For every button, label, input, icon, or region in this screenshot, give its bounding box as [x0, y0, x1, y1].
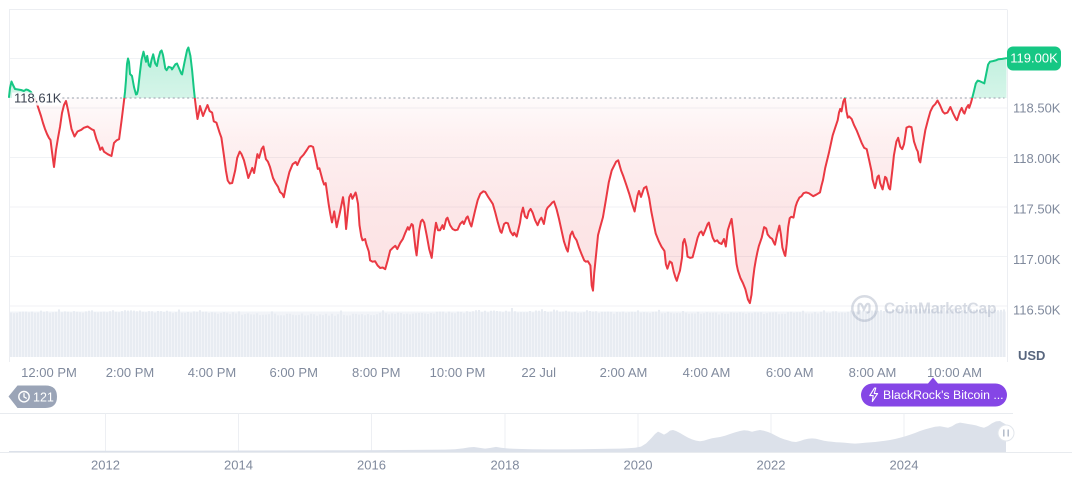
svg-text:118.00K: 118.00K: [1013, 151, 1061, 166]
svg-text:8:00 AM: 8:00 AM: [849, 365, 897, 380]
svg-text:6:00 AM: 6:00 AM: [766, 365, 814, 380]
svg-text:4:00 AM: 4:00 AM: [683, 365, 731, 380]
svg-text:BlackRock's Bitcoin ...: BlackRock's Bitcoin ...: [883, 388, 1004, 402]
svg-text:118.50K: 118.50K: [1013, 101, 1061, 116]
svg-text:2016: 2016: [357, 458, 386, 473]
svg-text:2020: 2020: [624, 458, 653, 473]
svg-text:117.00K: 117.00K: [1013, 252, 1061, 267]
svg-text:2018: 2018: [491, 458, 520, 473]
svg-text:121: 121: [33, 391, 54, 405]
svg-text:12:00 PM: 12:00 PM: [21, 365, 77, 380]
svg-text:2012: 2012: [91, 458, 120, 473]
svg-text:118.61K: 118.61K: [14, 91, 62, 106]
svg-text:CoinMarketCap: CoinMarketCap: [884, 301, 996, 318]
svg-text:2014: 2014: [224, 458, 253, 473]
svg-text:2:00 PM: 2:00 PM: [106, 365, 154, 380]
svg-text:2024: 2024: [890, 458, 919, 473]
svg-text:2:00 AM: 2:00 AM: [600, 365, 648, 380]
svg-text:22 Jul: 22 Jul: [521, 365, 556, 380]
svg-text:2022: 2022: [757, 458, 786, 473]
svg-text:6:00 PM: 6:00 PM: [269, 365, 317, 380]
svg-text:116.50K: 116.50K: [1013, 303, 1061, 318]
svg-text:10:00 AM: 10:00 AM: [927, 365, 982, 380]
svg-text:119.00K: 119.00K: [1010, 51, 1058, 66]
svg-text:117.50K: 117.50K: [1013, 202, 1061, 217]
svg-text:USD: USD: [1018, 348, 1045, 363]
svg-text:10:00 PM: 10:00 PM: [430, 365, 486, 380]
svg-text:8:00 PM: 8:00 PM: [352, 365, 400, 380]
svg-text:4:00 PM: 4:00 PM: [188, 365, 236, 380]
